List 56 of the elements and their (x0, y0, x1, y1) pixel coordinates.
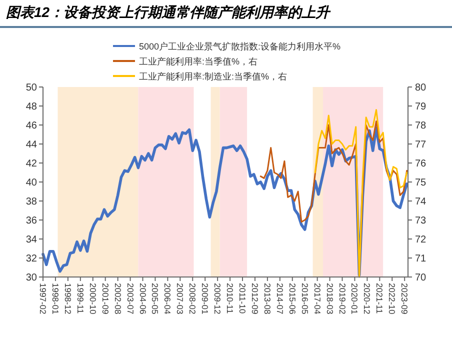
x-tick-label: 2022-10 (387, 283, 398, 314)
x-tick-label: 2010-11 (225, 283, 236, 314)
x-tick-label: 1998-12 (62, 283, 73, 314)
y-tick-label: 44 (26, 140, 38, 150)
x-tick-label: 2020-12 (362, 283, 372, 314)
y2-tick-label: 70 (415, 272, 427, 284)
x-tick-label: 2020-01 (350, 283, 360, 314)
x-tick-label: 2012-09 (250, 283, 260, 314)
y2-tick-label: 71 (415, 254, 427, 264)
chart-title: 图表12：设备投资上行期通常伴随产能利用率的上升 (6, 4, 332, 20)
y2-tick-label: 74 (415, 196, 427, 208)
legend-label: 工业产能利用率:当季值%，右 (139, 56, 258, 66)
y-tick-label: 50 (26, 82, 38, 94)
y2-tick-label: 73 (415, 216, 427, 226)
x-tick-label: 2001-09 (100, 283, 110, 314)
y2-tick-label: 77 (415, 140, 427, 150)
y2-tick-label: 79 (415, 102, 427, 112)
x-tick-label: 2003-07 (125, 283, 136, 314)
legend-label: 工业产能利用率:制造业:当季值%，右 (139, 72, 288, 82)
y-tick-label: 32 (26, 254, 38, 264)
x-tick-label: 1997-02 (38, 283, 48, 314)
x-tick-label: 2007-03 (175, 283, 186, 314)
x-tick-label: 2009-01 (200, 283, 210, 314)
x-tick-label: 2015-06 (287, 283, 298, 314)
x-tick-label: 2021-11 (374, 283, 385, 314)
y2-tick-label: 80 (415, 82, 427, 94)
x-tick-label: 1998-01 (50, 283, 60, 314)
x-tick-label: 2023-09 (400, 283, 410, 314)
y-tick-label: 36 (26, 216, 38, 226)
y2-tick-label: 75 (415, 178, 427, 188)
x-tick-label: 2005-05 (150, 283, 160, 314)
x-tick-label: 2006-04 (162, 283, 173, 314)
x-tick-label: 2002-08 (112, 283, 123, 314)
x-tick-label: 2000-10 (88, 283, 98, 314)
legend-label: 5000户工业企业景气扩散指数:设备能力利用水平% (139, 42, 341, 52)
y-tick-label: 34 (26, 234, 38, 246)
x-tick-label: 2014-07 (274, 283, 285, 314)
y2-tick-label: 78 (415, 120, 427, 132)
y2-tick-label: 76 (415, 158, 427, 170)
y-tick-label: 30 (26, 272, 38, 284)
y2-tick-label: 72 (415, 234, 427, 246)
x-tick-label: 2013-08 (262, 283, 272, 314)
y-tick-label: 48 (26, 102, 38, 112)
y-tick-label: 42 (26, 158, 38, 170)
x-tick-label: 2017-04 (312, 283, 322, 314)
x-tick-label: 2016-05 (300, 283, 310, 314)
x-tick-label: 2009-12 (212, 283, 223, 314)
y-tick-label: 38 (26, 196, 38, 208)
x-tick-label: 2019-02 (337, 283, 348, 314)
x-tick-label: 2004-06 (138, 283, 148, 314)
y-tick-label: 46 (26, 120, 38, 132)
y-tick-label: 40 (26, 178, 38, 188)
x-tick-label: 2008-02 (188, 283, 198, 314)
x-tick-label: 1999-11 (75, 283, 86, 314)
x-tick-label: 2011-10 (238, 283, 248, 314)
x-tick-label: 2018-03 (324, 283, 335, 314)
